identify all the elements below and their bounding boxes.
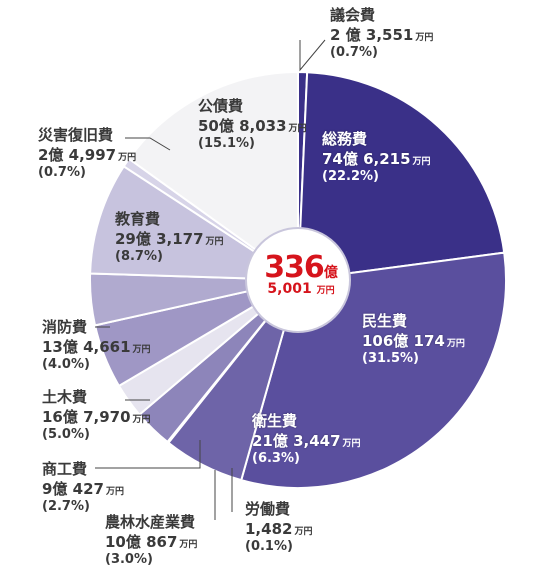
- total-oku-unit: 億: [323, 265, 338, 281]
- slice-name: 労働費: [245, 500, 291, 518]
- slice-percent: (3.0%): [105, 551, 153, 567]
- slice-percent: (5.0%): [42, 426, 90, 442]
- center-total: 336億 5,001 万円: [252, 250, 350, 297]
- slice-amount: 16億 7,970: [42, 407, 131, 426]
- label-norin: 農林水産業費 10億 867 万円 (3.0%): [105, 513, 197, 568]
- slice-name: 災害復旧費: [38, 126, 114, 144]
- label-rodo: 労働費 1,482 万円 (0.1%): [245, 500, 312, 555]
- total-oku-value: 336: [264, 250, 325, 285]
- slice-unit: 万円: [132, 414, 151, 425]
- slice-percent: (0.1%): [245, 538, 293, 554]
- slice-name: 教育費: [115, 210, 161, 228]
- slice-name: 衛生費: [252, 412, 298, 430]
- slice-name: 議会費: [330, 6, 376, 24]
- pie-slice-kyoiku: [89, 164, 302, 282]
- slice-unit: 万円: [342, 438, 361, 449]
- slice-percent: (22.2%): [322, 168, 379, 184]
- label-shobo: 消防費 13億 4,661 万円 (4.0%): [42, 318, 151, 373]
- slice-name: 農林水産業費: [105, 513, 196, 531]
- label-minsei: 民生費 106億 174 万円 (31.5%): [362, 312, 465, 367]
- slice-unit: 万円: [294, 526, 313, 537]
- slice-amount: 2億 4,997: [38, 145, 117, 164]
- slice-unit: 万円: [415, 32, 434, 43]
- slice-amount: 1,482: [245, 519, 293, 538]
- slice-amount: 74億 6,215: [322, 149, 411, 168]
- label-shoko: 商工費 9億 427 万円 (2.7%): [42, 460, 124, 515]
- slice-percent: (15.1%): [198, 135, 255, 151]
- slice-unit: 万円: [118, 152, 137, 163]
- label-doboku: 土木費 16億 7,970 万円 (5.0%): [42, 388, 151, 443]
- total-rest-unit: 万円: [316, 286, 335, 296]
- slice-amount: 2 億 3,551: [330, 25, 414, 44]
- slice-amount: 29億 3,177: [115, 229, 204, 248]
- slice-name: 土木費: [42, 388, 88, 406]
- slice-unit: 万円: [205, 236, 224, 247]
- slice-amount: 9億 427: [42, 479, 104, 498]
- slice-amount: 13億 4,661: [42, 337, 131, 356]
- slice-percent: (8.7%): [115, 248, 163, 264]
- pie-slice-kousai: [127, 70, 299, 282]
- leader-line-gikai: [299, 39, 326, 72]
- slice-name: 公債費: [198, 97, 244, 115]
- slice-amount: 50億 8,033: [198, 116, 287, 135]
- slice-name: 商工費: [42, 460, 88, 478]
- slice-percent: (2.7%): [42, 498, 90, 514]
- slice-unit: 万円: [105, 486, 124, 497]
- label-kyoiku: 教育費 29億 3,177 万円 (8.7%): [115, 210, 224, 265]
- slice-amount: 21億 3,447: [252, 431, 341, 450]
- center-hole: [245, 227, 351, 333]
- slice-percent: (0.7%): [330, 44, 378, 60]
- label-saigai: 災害復旧費 2億 4,997 万円 (0.7%): [38, 126, 136, 181]
- label-eisei: 衛生費 21億 3,447 万円 (6.3%): [252, 412, 361, 467]
- pie-slice-somu: [296, 71, 506, 282]
- slice-unit: 万円: [179, 539, 198, 550]
- slice-unit: 万円: [412, 156, 431, 167]
- leader-line-saigai: [125, 137, 171, 151]
- slice-amount: 106億 174: [362, 331, 445, 350]
- label-somu: 総務費 74億 6,215 万円 (22.2%): [322, 130, 431, 185]
- slice-amount: 10億 867: [105, 532, 178, 551]
- total-rest-value: 5,001: [267, 281, 312, 297]
- slice-percent: (6.3%): [252, 450, 300, 466]
- slice-name: 総務費: [322, 130, 368, 148]
- slice-unit: 万円: [132, 344, 151, 355]
- slice-unit: 万円: [288, 123, 307, 134]
- label-gikai: 議会費 2 億 3,551 万円 (0.7%): [330, 6, 433, 61]
- label-kousai: 公債費 50億 8,033 万円 (15.1%): [198, 97, 307, 152]
- slice-name: 民生費: [362, 312, 408, 330]
- slice-unit: 万円: [446, 338, 465, 349]
- leader-line-shoko: [95, 440, 201, 469]
- slice-percent: (4.0%): [42, 356, 90, 372]
- slice-name: 消防費: [42, 318, 88, 336]
- slice-percent: (31.5%): [362, 350, 419, 366]
- slice-percent: (0.7%): [38, 164, 86, 180]
